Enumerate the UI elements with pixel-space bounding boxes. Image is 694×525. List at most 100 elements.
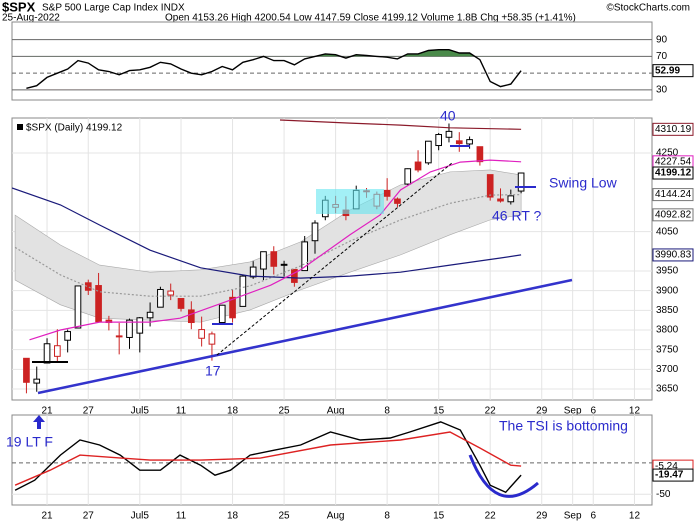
x-tick-label: 11 xyxy=(176,406,187,417)
candle-body xyxy=(208,333,216,345)
value-tag xyxy=(652,208,694,222)
x-tick-label: 12 xyxy=(629,406,641,417)
bottom-arc xyxy=(468,454,539,498)
candle-body xyxy=(64,331,71,341)
x-tick-label: 15 xyxy=(433,511,445,522)
x-tick-label: Jul5 xyxy=(131,511,150,522)
y-tick-label: 3750 xyxy=(656,344,679,355)
annotation: The TSI is bottoming xyxy=(499,418,628,434)
x-tick-label: 18 xyxy=(227,511,239,522)
x-tick-label: 11 xyxy=(176,511,187,522)
candle-body xyxy=(146,311,154,319)
candle-body xyxy=(84,282,92,291)
value-tag xyxy=(652,468,694,482)
candle-body xyxy=(74,285,82,329)
candle-body xyxy=(301,241,309,272)
instrument-name: S&P 500 Large Cap Index INDX xyxy=(42,3,185,14)
x-tick-label: 29 xyxy=(536,406,548,417)
y-tick-label: 3850 xyxy=(656,305,679,316)
candle-body xyxy=(280,263,288,266)
x-tick-label: Aug xyxy=(327,406,345,417)
candle-body xyxy=(136,317,144,334)
arrow xyxy=(33,415,45,429)
overbought-fill xyxy=(26,49,522,57)
date: 25-Aug-2022 xyxy=(2,13,60,24)
annotation: 46 RT ? xyxy=(492,208,542,224)
x-tick-label: 21 xyxy=(41,406,53,417)
value-tag-label: 3990.83 xyxy=(655,250,692,261)
candle-body xyxy=(435,134,443,147)
panel-frame xyxy=(11,414,653,506)
x-tick-label: 22 xyxy=(485,406,497,417)
y-tick-label: 3950 xyxy=(656,266,679,277)
y-tick-label: 3800 xyxy=(656,325,679,336)
annotation: 40 xyxy=(440,108,456,124)
y-tick-label: 30 xyxy=(656,85,668,96)
series-line xyxy=(29,159,522,341)
candle-body xyxy=(260,251,267,270)
series-line xyxy=(14,194,522,297)
y-tick-label: 4050 xyxy=(656,226,679,237)
candle-body xyxy=(466,139,473,145)
candle-body xyxy=(486,174,494,198)
x-tick-label: Jul5 xyxy=(131,406,150,417)
candle-body xyxy=(476,146,484,163)
x-tick-label: 8 xyxy=(384,406,390,417)
credit: ©StockCharts.com xyxy=(606,3,690,14)
candle-body xyxy=(23,357,30,383)
quote: Open 4153.26 High 4200.54 Low 4147.59 Cl… xyxy=(165,13,576,24)
symbol: $SPX xyxy=(2,0,36,14)
y-tick-label: 3650 xyxy=(656,384,679,395)
x-tick-label: 27 xyxy=(83,406,95,417)
candle-body xyxy=(291,268,298,283)
panel-frame xyxy=(11,117,653,401)
candle-body xyxy=(394,198,401,204)
annotation: 19 LT F xyxy=(6,434,53,450)
x-tick-label: 6 xyxy=(590,511,596,522)
candle-body xyxy=(445,130,453,138)
x-tick-label: Sep xyxy=(564,511,582,522)
panels: 30 70 90 52.99 21 27 Jul5 11 18 25 Aug 8 15 22 29 Sep 6 1… xyxy=(11,21,694,522)
value-tag-label: 4144.24 xyxy=(655,189,692,200)
band-area xyxy=(14,169,522,323)
series-line xyxy=(12,187,522,279)
candle-body xyxy=(177,298,185,309)
value-tag-label: 4199.12 xyxy=(655,168,692,179)
candle-body xyxy=(167,290,175,296)
candle-body xyxy=(311,222,319,242)
candle-body xyxy=(517,172,525,192)
value-tag xyxy=(652,64,694,78)
candle-body xyxy=(43,343,51,364)
x-tick-label: 25 xyxy=(279,406,291,417)
x-tick-label: 8 xyxy=(384,511,390,522)
candle-body xyxy=(497,198,504,202)
trendline xyxy=(37,278,573,395)
value-tag-label: -19.47 xyxy=(655,470,684,481)
candle-body xyxy=(218,304,226,324)
candle-body xyxy=(229,296,236,319)
candle-body xyxy=(270,251,278,267)
x-tick-label: 22 xyxy=(485,511,497,522)
x-tick-label: 21 xyxy=(41,511,53,522)
x-tick-label: 12 xyxy=(629,511,641,522)
candle-body xyxy=(249,266,257,278)
annotation: Swing Low xyxy=(549,175,618,191)
candle-body xyxy=(507,195,515,203)
annotation: 17 xyxy=(205,363,221,379)
y-tick-label: 70 xyxy=(656,51,668,62)
candle-body xyxy=(157,288,164,308)
candle-body xyxy=(455,140,463,145)
dashed-trendline xyxy=(216,162,453,356)
series-line xyxy=(26,49,522,89)
candle-body xyxy=(187,309,195,324)
x-tick-label: 27 xyxy=(83,511,95,522)
candle-body xyxy=(126,319,133,338)
x-tick-label: 25 xyxy=(279,511,291,522)
y-tick-label: -50 xyxy=(656,489,671,500)
value-tag-label: 4227.54 xyxy=(655,156,692,167)
value-tag-label: 52.99 xyxy=(655,65,680,76)
candle-body xyxy=(239,275,247,307)
y-tick-label: 90 xyxy=(656,34,668,45)
value-tag xyxy=(652,248,694,262)
